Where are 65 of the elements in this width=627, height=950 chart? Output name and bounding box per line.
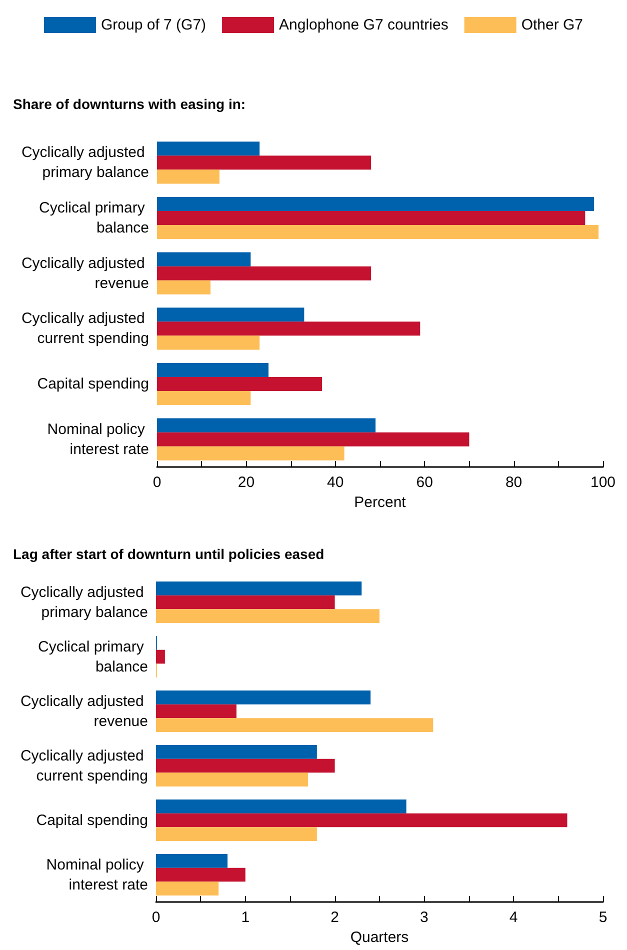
legend-label: Other G7: [521, 16, 584, 34]
bar: [157, 336, 260, 350]
bar: [157, 308, 304, 322]
y-tick-label: Nominal policy interest rate: [47, 420, 149, 458]
x-tick-label: 60: [416, 474, 433, 491]
bar: [157, 210, 586, 226]
bar: [156, 650, 165, 664]
y-tick-label: Cyclical primary balance: [38, 638, 148, 676]
bar: [156, 690, 371, 704]
y-tick-label: Cyclically adjusted revenue: [21, 254, 149, 292]
bar: [156, 772, 308, 786]
chart-title: Share of downturns with easing in:: [13, 96, 246, 112]
bar: [157, 156, 372, 170]
bar: [157, 418, 376, 432]
bar: [156, 882, 219, 896]
y-tick-label: Nominal policy interest rate: [46, 856, 148, 894]
bar: [156, 758, 335, 773]
bar: [156, 595, 335, 610]
bar: [157, 362, 268, 377]
bar: [157, 252, 251, 266]
bar: [157, 142, 260, 156]
bar: [157, 225, 599, 240]
x-tick-label: 3: [420, 909, 428, 926]
bar: [156, 854, 228, 868]
x-tick-label: 4: [509, 909, 518, 926]
x-axis-title: Percent: [354, 494, 407, 511]
bar: [156, 745, 317, 759]
chart-title: Lag after start of downturn until policies eased: [13, 546, 324, 562]
bar: [157, 266, 372, 280]
bar: [157, 170, 220, 184]
x-axis-title: Quarters: [350, 929, 409, 946]
x-tick-label: 100: [590, 474, 616, 491]
x-tick-label: 2: [330, 909, 339, 926]
x-tick-label: 20: [238, 474, 255, 491]
bar: [156, 704, 236, 718]
bar: [157, 391, 251, 406]
y-tick-label: Cyclically adjusted primary balance: [20, 584, 148, 621]
x-tick-label: 1: [241, 909, 250, 926]
bar: [156, 800, 406, 814]
y-tick-label: Capital spending: [36, 812, 148, 829]
x-tick-label: 0: [152, 474, 162, 491]
bar: [156, 609, 380, 623]
bar: [157, 376, 322, 392]
y-tick-label: Cyclically adjusted primary balance: [21, 144, 149, 182]
bar: [156, 868, 246, 882]
bar: [157, 196, 594, 211]
bar: [157, 322, 420, 336]
bar: [157, 280, 211, 294]
bar: [156, 813, 568, 828]
bar: [156, 827, 317, 841]
y-tick-label: Cyclically adjusted revenue: [20, 692, 148, 730]
x-tick-label: 5: [598, 909, 608, 926]
x-tick-label: 0: [152, 909, 160, 926]
x-tick-label: 40: [327, 474, 344, 491]
x-tick-label: 80: [505, 474, 522, 491]
y-tick-label: Cyclically adjusted current spending: [21, 310, 149, 348]
bar: [157, 446, 344, 460]
legend-label: Anglophone G7 countries: [279, 16, 448, 34]
y-tick-label: Cyclically adjusted current spending: [20, 747, 148, 784]
y-tick-label: Cyclical primary balance: [38, 200, 149, 236]
legend-label: Group of 7 (G7): [100, 16, 206, 34]
bar: [156, 718, 434, 732]
bar: [156, 582, 362, 596]
bar: [157, 432, 470, 446]
y-tick-label: Capital spending: [37, 376, 149, 392]
